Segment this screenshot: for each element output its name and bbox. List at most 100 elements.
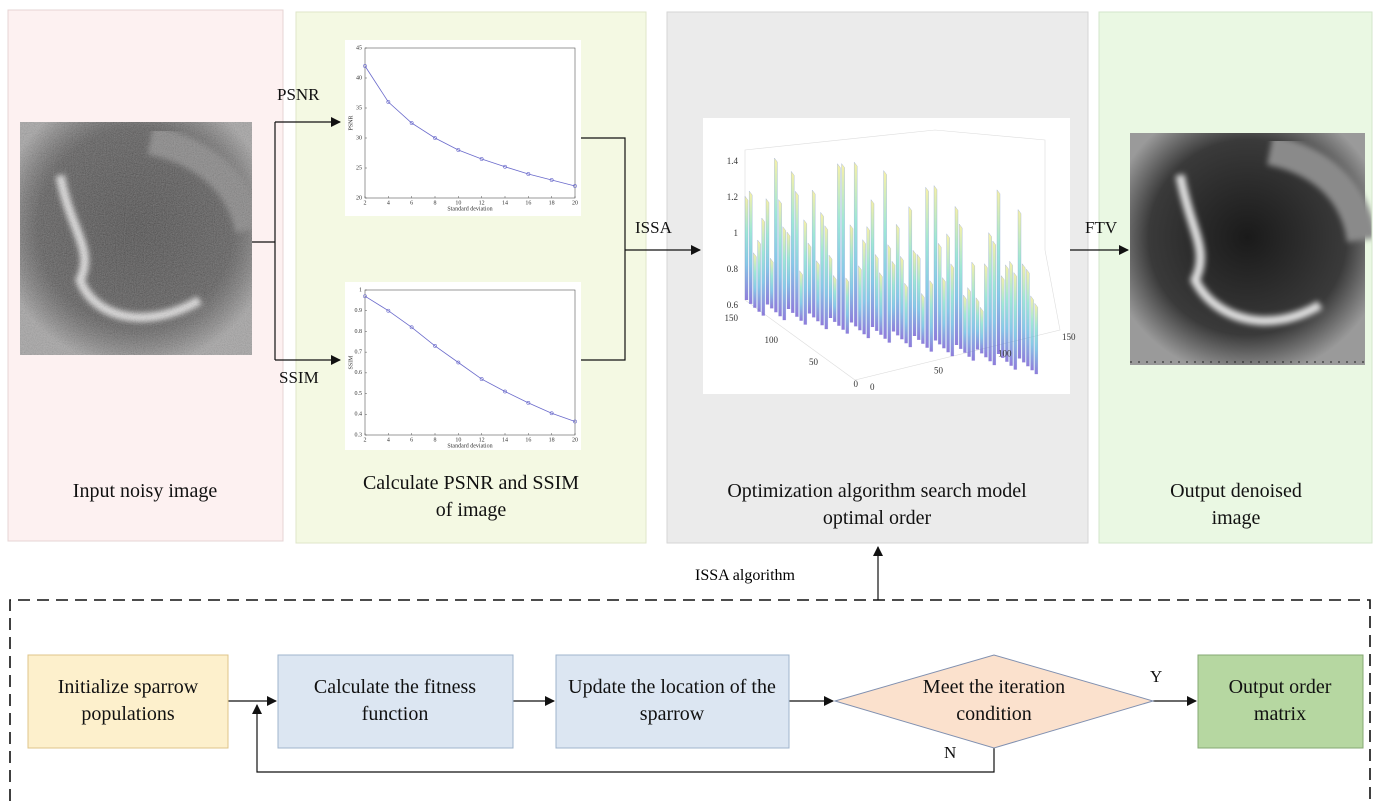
surface-strip [850,225,853,323]
surface-strip [774,158,777,312]
x-tick-label: 20 [572,200,578,206]
surface-strip [812,190,815,317]
surface-strip [1014,273,1017,370]
x-tick-label: 6 [410,437,413,443]
y-tick-label: 0.9 [355,308,363,314]
ssim-arrow-label: SSIM [279,368,319,387]
surface-strip [984,264,987,358]
x-tick-label: 16 [525,437,531,443]
surface-strip [917,254,920,340]
y-tick-label: 0.8 [355,329,363,335]
surface-strip [829,255,832,318]
z-tick-label: 1.4 [727,156,739,166]
issa-arrow-label: ISSA [635,218,673,237]
surface-strip [808,243,811,314]
x-tick-label: 50 [934,365,944,375]
node-label: Update the location of the sparrow [562,674,782,728]
diagram: PSNR SSIM ISSA FTV ISSA algorithm Y N 24… [0,0,1378,801]
x-tick-label: 18 [549,437,555,443]
surface-strip [875,254,878,331]
x-tick-label: 2 [364,200,367,206]
surface-strip [934,186,937,341]
surface-strip [762,218,765,316]
surface-strip [753,253,756,308]
panel-label: Output denoised image [1146,478,1326,532]
surface-strip [947,234,950,352]
surface-strip [1026,269,1029,366]
x-tick-label: 8 [434,200,437,206]
y-tick-label: 30 [356,135,362,141]
z-tick-label: 1 [734,228,739,238]
surface-strip [745,196,748,300]
surface-strip [871,200,874,327]
node-label: Output order matrix [1210,674,1350,728]
surface-strip [1022,264,1025,363]
surface-strip [955,206,958,345]
x-tick-label: 4 [387,200,390,206]
surface-strip [825,226,828,329]
surface-strip [821,212,824,325]
y-axis-label: SSIM [348,355,354,370]
surface-strip [804,220,807,325]
denoised-image [1130,133,1365,365]
y-tick-label: 0.4 [355,412,363,418]
surface-strip [1001,276,1004,358]
surface-strip [837,164,840,326]
surface-strip [913,250,916,336]
x-axis-label: Standard deviation [447,443,492,449]
surface-strip [942,278,945,349]
surface-strip [968,288,971,357]
surface-strip [896,224,899,335]
x-tick-label: 16 [525,200,531,206]
surface-strip [1018,210,1021,359]
psnr-chart-bg [345,40,581,216]
x-tick-label: 14 [502,200,508,206]
y-tick-label: 25 [356,165,362,171]
surface-strip [892,261,895,331]
node-label: Calculate the fitness function [288,674,503,728]
surface-strip [795,191,798,316]
no-label: N [944,743,956,762]
surface-strip [833,275,836,322]
panel-label: Calculate PSNR and SSIM of image [354,470,589,524]
surface-strip [858,266,861,331]
y-tick-label: 0 [854,379,859,389]
surface-strip [972,262,975,361]
y-tick-label: 20 [356,195,362,201]
x-axis-label: Standard deviation [447,206,492,212]
noisy-image [20,122,252,355]
surface-strip [976,298,979,350]
node-label: Initialize sparrow populations [33,674,223,728]
x-tick-label: 0 [870,382,875,392]
surface-strip [867,227,870,339]
surface-strip [909,207,912,347]
surface-strip [879,273,882,335]
y-tick-label: 150 [725,313,739,323]
algorithm-label: ISSA algorithm [695,567,796,584]
surface-strip [1031,296,1034,370]
surface-strip [816,261,819,322]
x-tick-label: 8 [434,437,437,443]
surface-strip [921,293,924,343]
surface-strip [997,190,1000,354]
surface-strip [900,256,903,339]
panel-label: Input noisy image [70,478,220,505]
surface-strip [770,258,773,308]
x-tick-label: 4 [387,437,390,443]
surface-strip [888,245,891,343]
surface-strip [926,187,929,347]
surface-strip [930,281,933,352]
surface-strip [779,200,782,317]
z-tick-label: 0.6 [727,300,739,310]
surface-strip [989,233,992,362]
surface-strip [963,295,966,353]
y-tick-label: 35 [356,105,362,111]
surface-strip [905,283,908,343]
surface-strip [787,232,790,309]
x-tick-label: 18 [549,200,555,206]
x-tick-label: 14 [502,437,508,443]
surface-strip [791,171,794,313]
surface-strip [766,199,769,305]
surface-strip [846,278,849,334]
surface-strip [749,191,752,304]
